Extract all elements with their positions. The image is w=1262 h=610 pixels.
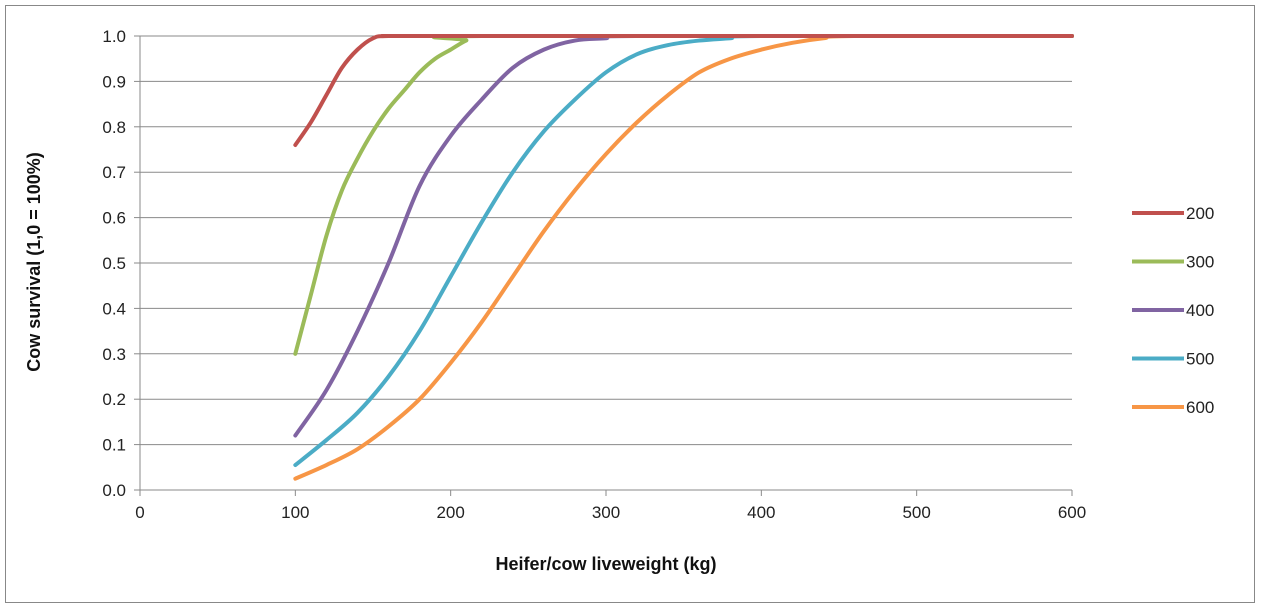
y-tick-label: 0.9 xyxy=(102,72,126,91)
legend-item-200: 200 xyxy=(1132,204,1214,223)
gridlines xyxy=(140,35,1072,446)
legend-label: 500 xyxy=(1186,350,1214,369)
y-tick-label: 0.7 xyxy=(102,163,126,182)
x-tick-label: 300 xyxy=(592,503,620,522)
series-lines xyxy=(293,33,1074,481)
x-tick-label: 100 xyxy=(281,503,309,522)
y-tick-label: 0.3 xyxy=(102,345,126,364)
chart-frame xyxy=(5,5,1255,603)
legend-item-400: 400 xyxy=(1132,301,1214,320)
legend-label: 400 xyxy=(1186,301,1214,320)
x-tick-label: 500 xyxy=(902,503,930,522)
y-axis-title: Cow survival (1,0 = 100%) xyxy=(24,152,44,372)
y-tick-label: 1.0 xyxy=(102,27,126,46)
y-tick-label: 0.6 xyxy=(102,209,126,228)
legend-item-300: 300 xyxy=(1132,253,1214,272)
x-tick-label: 200 xyxy=(436,503,464,522)
y-tick-label: 0.0 xyxy=(102,481,126,500)
legend-item-500: 500 xyxy=(1132,350,1214,369)
y-tick-label: 0.2 xyxy=(102,390,126,409)
x-tick-label: 400 xyxy=(747,503,775,522)
legend-label: 200 xyxy=(1186,204,1214,223)
y-tick-label: 0.5 xyxy=(102,254,126,273)
y-tick-label: 0.4 xyxy=(102,299,126,318)
x-axis-title: Heifer/cow liveweight (kg) xyxy=(495,554,716,574)
series-line-200 xyxy=(293,33,1074,147)
series-line-500 xyxy=(293,33,1074,468)
x-tick-label: 0 xyxy=(135,503,144,522)
axes: 0.0 0.1 0.2 0.3 0.4 0.5 0.6 0.7 0.8 0.9 1.0 0 100 200… xyxy=(102,27,1086,522)
y-tick-label: 0.1 xyxy=(102,436,126,455)
legend-item-600: 600 xyxy=(1132,398,1214,417)
series-line-600 xyxy=(293,34,1074,481)
legend-label: 600 xyxy=(1186,398,1214,417)
y-tick-label: 0.8 xyxy=(102,118,126,137)
legend-label: 300 xyxy=(1186,253,1214,272)
legend: 200 300 400 500 600 xyxy=(1132,204,1214,417)
x-tick-label: 600 xyxy=(1058,503,1086,522)
series-line-400 xyxy=(293,34,1074,438)
